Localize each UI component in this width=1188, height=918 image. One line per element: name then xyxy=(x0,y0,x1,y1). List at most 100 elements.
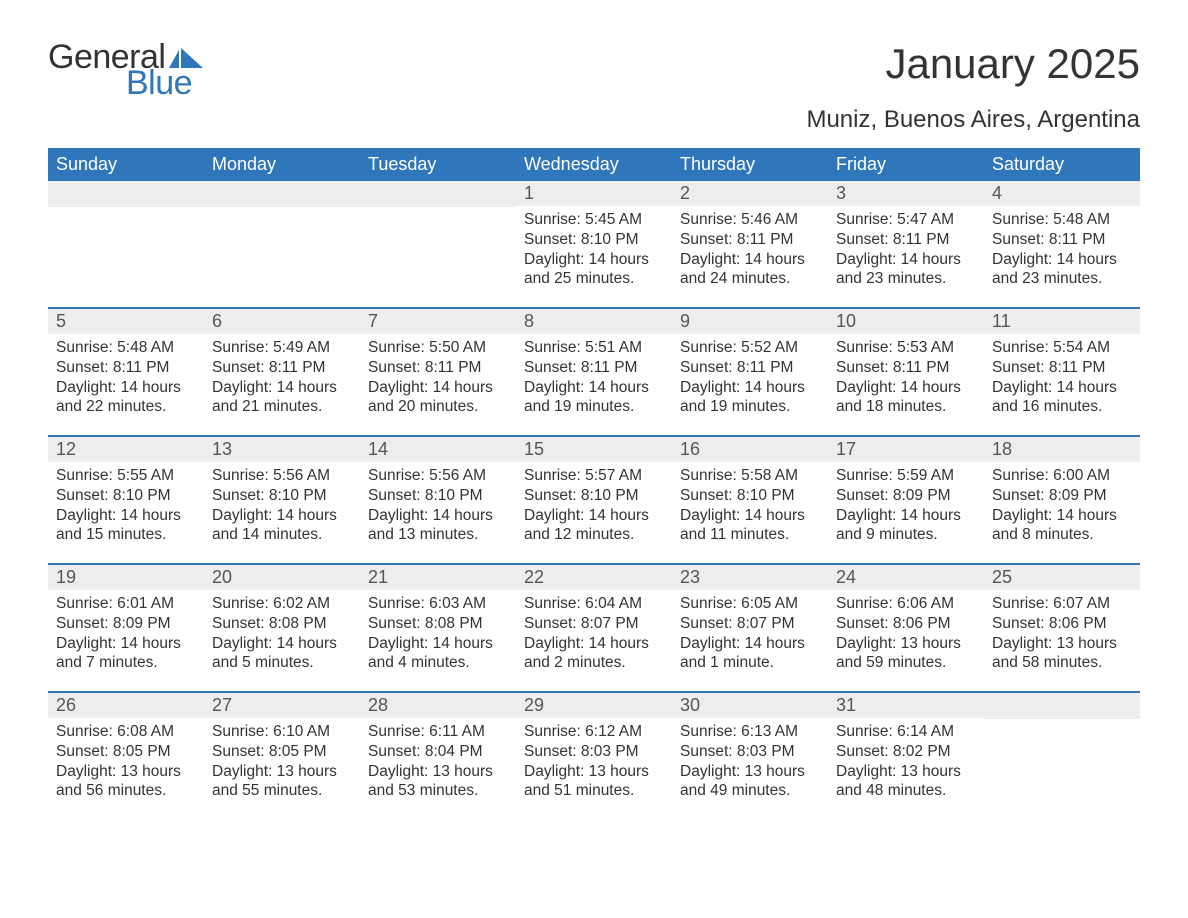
weekday-header: Saturday xyxy=(984,148,1140,181)
day-number: 28 xyxy=(360,693,516,718)
sunset-text: Sunset: 8:04 PM xyxy=(368,742,508,762)
header: General Blue January 2025 xyxy=(48,40,1140,100)
day-cell xyxy=(204,181,360,307)
daylight-text: Daylight: 14 hours and 18 minutes. xyxy=(836,378,976,418)
logo: General Blue xyxy=(48,40,203,100)
sunset-text: Sunset: 8:11 PM xyxy=(56,358,196,378)
weekday-header-row: SundayMondayTuesdayWednesdayThursdayFrid… xyxy=(48,148,1140,181)
daylight-text: Daylight: 14 hours and 15 minutes. xyxy=(56,506,196,546)
sunrise-text: Sunrise: 6:10 AM xyxy=(212,722,352,742)
daylight-text: Daylight: 14 hours and 12 minutes. xyxy=(524,506,664,546)
sunset-text: Sunset: 8:09 PM xyxy=(836,486,976,506)
sunrise-text: Sunrise: 5:51 AM xyxy=(524,338,664,358)
daylight-text: Daylight: 14 hours and 8 minutes. xyxy=(992,506,1132,546)
sunrise-text: Sunrise: 5:57 AM xyxy=(524,466,664,486)
daylight-text: Daylight: 13 hours and 51 minutes. xyxy=(524,762,664,802)
day-cell xyxy=(984,693,1140,819)
day-body: Sunrise: 5:53 AMSunset: 8:11 PMDaylight:… xyxy=(828,334,984,423)
day-number: 31 xyxy=(828,693,984,718)
daylight-text: Daylight: 14 hours and 14 minutes. xyxy=(212,506,352,546)
sunset-text: Sunset: 8:10 PM xyxy=(524,486,664,506)
sunset-text: Sunset: 8:02 PM xyxy=(836,742,976,762)
day-body: Sunrise: 6:01 AMSunset: 8:09 PMDaylight:… xyxy=(48,590,204,679)
sunrise-text: Sunrise: 6:14 AM xyxy=(836,722,976,742)
day-body: Sunrise: 6:06 AMSunset: 8:06 PMDaylight:… xyxy=(828,590,984,679)
daylight-text: Daylight: 13 hours and 53 minutes. xyxy=(368,762,508,802)
sunrise-text: Sunrise: 5:53 AM xyxy=(836,338,976,358)
day-cell: 19Sunrise: 6:01 AMSunset: 8:09 PMDayligh… xyxy=(48,565,204,691)
calendar: SundayMondayTuesdayWednesdayThursdayFrid… xyxy=(48,148,1140,819)
sunset-text: Sunset: 8:05 PM xyxy=(212,742,352,762)
daylight-text: Daylight: 13 hours and 49 minutes. xyxy=(680,762,820,802)
daylight-text: Daylight: 14 hours and 22 minutes. xyxy=(56,378,196,418)
day-cell: 10Sunrise: 5:53 AMSunset: 8:11 PMDayligh… xyxy=(828,309,984,435)
day-body: Sunrise: 6:05 AMSunset: 8:07 PMDaylight:… xyxy=(672,590,828,679)
sunset-text: Sunset: 8:10 PM xyxy=(212,486,352,506)
daylight-text: Daylight: 14 hours and 11 minutes. xyxy=(680,506,820,546)
day-number xyxy=(360,181,516,207)
sunrise-text: Sunrise: 6:13 AM xyxy=(680,722,820,742)
sunset-text: Sunset: 8:11 PM xyxy=(992,230,1132,250)
sunrise-text: Sunrise: 6:01 AM xyxy=(56,594,196,614)
day-body: Sunrise: 5:56 AMSunset: 8:10 PMDaylight:… xyxy=(204,462,360,551)
day-cell: 28 Sunrise: 6:11 AMSunset: 8:04 PMDayligh… xyxy=(360,693,516,819)
week-row: 1Sunrise: 5:45 AMSunset: 8:10 PMDaylight… xyxy=(48,181,1140,307)
daylight-text: Daylight: 14 hours and 23 minutes. xyxy=(836,250,976,290)
sunrise-text: Sunrise: 6:11 AM xyxy=(368,722,508,742)
week-row: 19Sunrise: 6:01 AMSunset: 8:09 PMDayligh… xyxy=(48,563,1140,691)
week-row: 12Sunrise: 5:55 AMSunset: 8:10 PMDayligh… xyxy=(48,435,1140,563)
day-cell: 4Sunrise: 5:48 AMSunset: 8:11 PMDaylight… xyxy=(984,181,1140,307)
daylight-text: Daylight: 14 hours and 4 minutes. xyxy=(368,634,508,674)
day-body: Sunrise: 6:03 AMSunset: 8:08 PMDaylight:… xyxy=(360,590,516,679)
sunset-text: Sunset: 8:06 PM xyxy=(836,614,976,634)
sunset-text: Sunset: 8:10 PM xyxy=(524,230,664,250)
day-number: 18 xyxy=(984,437,1140,462)
day-body: Sunrise: 6:08 AMSunset: 8:05 PMDaylight:… xyxy=(48,718,204,807)
day-body: Sunrise: 6:14 AMSunset: 8:02 PMDaylight:… xyxy=(828,718,984,807)
sunset-text: Sunset: 8:11 PM xyxy=(368,358,508,378)
day-body: Sunrise: 6:12 AMSunset: 8:03 PMDaylight:… xyxy=(516,718,672,807)
weekday-header: Wednesday xyxy=(516,148,672,181)
sunrise-text: Sunrise: 6:03 AM xyxy=(368,594,508,614)
daylight-text: Daylight: 14 hours and 21 minutes. xyxy=(212,378,352,418)
logo-text-blue: Blue xyxy=(126,66,203,100)
day-body: Sunrise: 6:07 AMSunset: 8:06 PMDaylight:… xyxy=(984,590,1140,679)
day-cell: 7Sunrise: 5:50 AMSunset: 8:11 PMDaylight… xyxy=(360,309,516,435)
day-cell: 31Sunrise: 6:14 AMSunset: 8:02 PMDayligh… xyxy=(828,693,984,819)
sunset-text: Sunset: 8:09 PM xyxy=(992,486,1132,506)
day-body: Sunrise: 5:51 AMSunset: 8:11 PMDaylight:… xyxy=(516,334,672,423)
day-number: 19 xyxy=(48,565,204,590)
day-body: Sunrise: 5:46 AMSunset: 8:11 PMDaylight:… xyxy=(672,206,828,295)
sunrise-text: Sunrise: 6:00 AM xyxy=(992,466,1132,486)
day-cell: 13Sunrise: 5:56 AMSunset: 8:10 PMDayligh… xyxy=(204,437,360,563)
sunrise-text: Sunrise: 5:48 AM xyxy=(992,210,1132,230)
day-number xyxy=(984,693,1140,719)
day-cell: 21Sunrise: 6:03 AMSunset: 8:08 PMDayligh… xyxy=(360,565,516,691)
sunset-text: Sunset: 8:11 PM xyxy=(524,358,664,378)
sunrise-text: Sunrise: 5:56 AM xyxy=(368,466,508,486)
sunrise-text: Sunrise: 6:04 AM xyxy=(524,594,664,614)
day-cell: 1Sunrise: 5:45 AMSunset: 8:10 PMDaylight… xyxy=(516,181,672,307)
day-number: 22 xyxy=(516,565,672,590)
daylight-text: Daylight: 14 hours and 25 minutes. xyxy=(524,250,664,290)
day-cell: 16Sunrise: 5:58 AMSunset: 8:10 PMDayligh… xyxy=(672,437,828,563)
sunrise-text: Sunrise: 5:56 AM xyxy=(212,466,352,486)
day-number: 2 xyxy=(672,181,828,206)
weekday-header: Thursday xyxy=(672,148,828,181)
daylight-text: Daylight: 14 hours and 19 minutes. xyxy=(680,378,820,418)
daylight-text: Daylight: 14 hours and 5 minutes. xyxy=(212,634,352,674)
sunrise-text: Sunrise: 6:12 AM xyxy=(524,722,664,742)
day-cell: 25Sunrise: 6:07 AMSunset: 8:06 PMDayligh… xyxy=(984,565,1140,691)
sunrise-text: Sunrise: 5:52 AM xyxy=(680,338,820,358)
day-body: Sunrise: 5:48 AMSunset: 8:11 PMDaylight:… xyxy=(984,206,1140,295)
day-number: 24 xyxy=(828,565,984,590)
weeks-container: 1Sunrise: 5:45 AMSunset: 8:10 PMDaylight… xyxy=(48,181,1140,819)
sunset-text: Sunset: 8:11 PM xyxy=(680,230,820,250)
day-cell xyxy=(48,181,204,307)
sunset-text: Sunset: 8:11 PM xyxy=(836,230,976,250)
day-cell: 12Sunrise: 5:55 AMSunset: 8:10 PMDayligh… xyxy=(48,437,204,563)
day-body: Sunrise: 5:55 AMSunset: 8:10 PMDaylight:… xyxy=(48,462,204,551)
day-cell: 3Sunrise: 5:47 AMSunset: 8:11 PMDaylight… xyxy=(828,181,984,307)
daylight-text: Daylight: 14 hours and 24 minutes. xyxy=(680,250,820,290)
page-title: January 2025 xyxy=(885,40,1140,88)
